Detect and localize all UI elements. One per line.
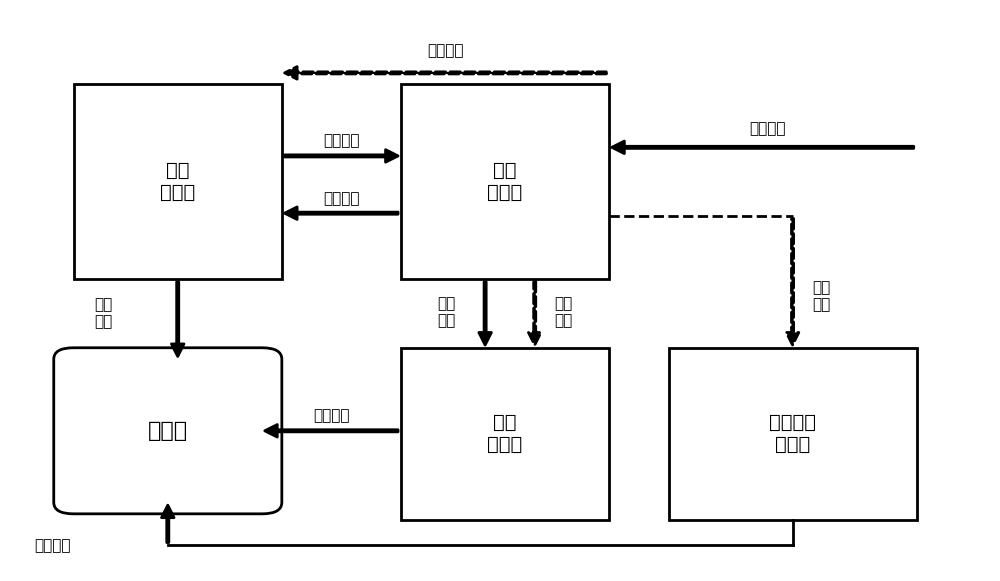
FancyArrowPatch shape: [786, 219, 799, 345]
Text: 姿态确定
子系统: 姿态确定 子系统: [769, 413, 816, 454]
Text: 卸载力矩: 卸载力矩: [313, 408, 350, 424]
FancyArrowPatch shape: [162, 505, 174, 543]
FancyBboxPatch shape: [54, 348, 282, 514]
FancyArrowPatch shape: [285, 150, 398, 162]
FancyBboxPatch shape: [401, 348, 609, 519]
Text: 电力
供应: 电力 供应: [812, 280, 831, 313]
FancyBboxPatch shape: [401, 84, 609, 279]
FancyBboxPatch shape: [74, 84, 282, 279]
Text: 作动
子系统: 作动 子系统: [160, 161, 195, 202]
FancyArrowPatch shape: [171, 282, 184, 356]
FancyBboxPatch shape: [669, 348, 917, 519]
FancyArrowPatch shape: [285, 67, 606, 79]
FancyArrowPatch shape: [479, 282, 491, 345]
Text: 控制指令: 控制指令: [323, 191, 360, 206]
Text: 航天器: 航天器: [148, 421, 188, 441]
Text: 转速反馈: 转速反馈: [323, 134, 360, 149]
Text: 电力供应: 电力供应: [427, 44, 464, 59]
FancyArrowPatch shape: [285, 207, 398, 220]
FancyArrowPatch shape: [612, 141, 914, 153]
Text: 卸载
指令: 卸载 指令: [437, 296, 455, 328]
Text: 卸载
子系统: 卸载 子系统: [487, 413, 523, 454]
Text: 电力
供应: 电力 供应: [555, 296, 573, 328]
FancyArrowPatch shape: [265, 425, 398, 437]
FancyArrowPatch shape: [528, 282, 541, 345]
Text: 驱动
子系统: 驱动 子系统: [487, 161, 523, 202]
Text: 控制
力矩: 控制 力矩: [94, 297, 112, 329]
Text: 外部环境: 外部环境: [34, 538, 70, 553]
Text: 姿态信息: 姿态信息: [750, 121, 786, 136]
